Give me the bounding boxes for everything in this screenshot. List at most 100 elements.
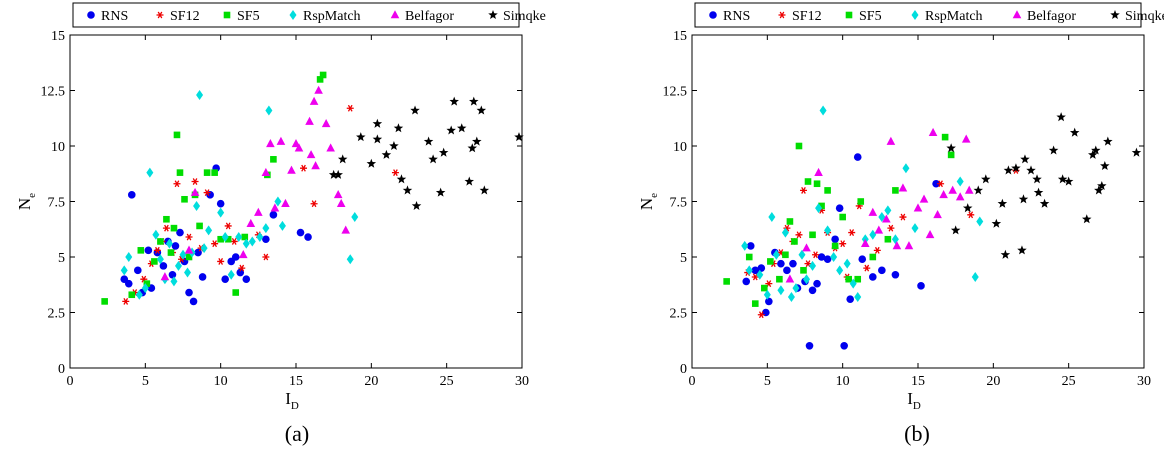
legend-marker-belfagor	[1012, 10, 1022, 19]
legend-label-simqke: Simqke	[503, 9, 546, 24]
data-point	[925, 230, 935, 239]
data-point	[396, 174, 407, 184]
data-point	[1103, 136, 1113, 146]
y-tick-label: 5	[680, 251, 687, 266]
data-point	[514, 132, 524, 142]
y-axis-label: Ne	[637, 193, 660, 210]
data-point	[128, 291, 136, 299]
y-tick-label: 0	[58, 362, 65, 377]
data-point	[310, 200, 318, 208]
data-point	[812, 251, 820, 259]
y-axis-label: Ne	[15, 193, 38, 210]
x-tick-label: 20	[986, 374, 1000, 389]
data-point	[221, 232, 229, 243]
data-point	[456, 123, 467, 133]
data-point	[346, 254, 354, 265]
data-point	[976, 216, 984, 227]
data-point	[853, 153, 862, 161]
x-axis-label: ID	[285, 389, 299, 412]
data-point	[336, 198, 346, 208]
data-point	[1100, 160, 1110, 171]
data-point	[904, 241, 914, 250]
data-point	[254, 207, 263, 216]
y-tick-label: 15	[673, 29, 687, 44]
data-point	[991, 218, 1002, 228]
data-point	[428, 154, 438, 164]
data-point	[449, 96, 459, 106]
data-point	[221, 275, 229, 284]
data-point	[333, 169, 343, 179]
data-point	[902, 163, 910, 174]
data-point	[211, 240, 219, 248]
data-point	[795, 142, 803, 150]
data-point	[200, 243, 208, 254]
series-rspmatch	[120, 89, 359, 300]
data-point	[262, 223, 270, 234]
data-point	[1033, 187, 1044, 197]
legend-label-rns: RNS	[101, 9, 128, 24]
legend-marker-belfagor	[390, 10, 400, 19]
data-point	[127, 191, 136, 199]
data-point	[134, 266, 142, 275]
data-point	[435, 187, 446, 197]
data-point	[231, 253, 240, 261]
data-point	[840, 342, 848, 350]
data-point	[751, 266, 760, 275]
data-point	[869, 273, 877, 281]
data-point	[887, 224, 895, 232]
data-point	[824, 187, 831, 194]
plot-area	[691, 34, 1145, 369]
data-point	[911, 223, 919, 234]
data-point	[941, 133, 949, 141]
data-point	[316, 76, 324, 83]
data-point	[913, 203, 923, 212]
data-point	[203, 189, 211, 197]
x-tick-label: 15	[911, 374, 925, 389]
data-point	[808, 286, 817, 295]
data-point	[270, 156, 277, 163]
data-point	[891, 270, 900, 279]
data-point	[181, 195, 188, 203]
data-point	[356, 132, 366, 142]
data-point	[476, 105, 487, 115]
data-point	[141, 283, 149, 294]
data-point	[151, 258, 158, 265]
data-point	[892, 241, 902, 250]
data-point	[410, 105, 420, 115]
legend-label-rspmatch: RspMatch	[303, 9, 361, 24]
data-point	[389, 141, 399, 151]
data-point	[854, 275, 862, 283]
data-point	[917, 282, 925, 290]
data-point	[899, 213, 907, 221]
data-point	[791, 238, 798, 245]
data-point	[224, 235, 232, 243]
data-point	[170, 276, 178, 287]
data-point	[467, 143, 478, 153]
data-point	[196, 222, 203, 230]
data-point	[235, 232, 243, 243]
data-point	[878, 266, 886, 275]
data-point	[932, 179, 940, 188]
data-point	[803, 274, 811, 285]
y-tick-label: 5	[58, 251, 65, 266]
data-point	[232, 289, 240, 296]
data-point	[776, 275, 783, 283]
data-point	[1091, 145, 1101, 155]
data-point	[809, 260, 817, 271]
data-point	[216, 199, 225, 208]
data-point	[813, 180, 821, 188]
data-point	[798, 249, 806, 260]
data-point	[1057, 174, 1068, 184]
data-point	[224, 222, 232, 230]
data-point	[823, 255, 832, 264]
data-point	[262, 235, 270, 244]
data-point	[193, 200, 201, 211]
y-tick-label: 10	[51, 140, 65, 155]
legend-marker-simqke	[1110, 10, 1120, 20]
data-point	[351, 212, 359, 223]
data-point	[238, 264, 246, 272]
data-point	[765, 297, 773, 306]
data-point	[939, 190, 948, 199]
data-point	[857, 198, 865, 205]
